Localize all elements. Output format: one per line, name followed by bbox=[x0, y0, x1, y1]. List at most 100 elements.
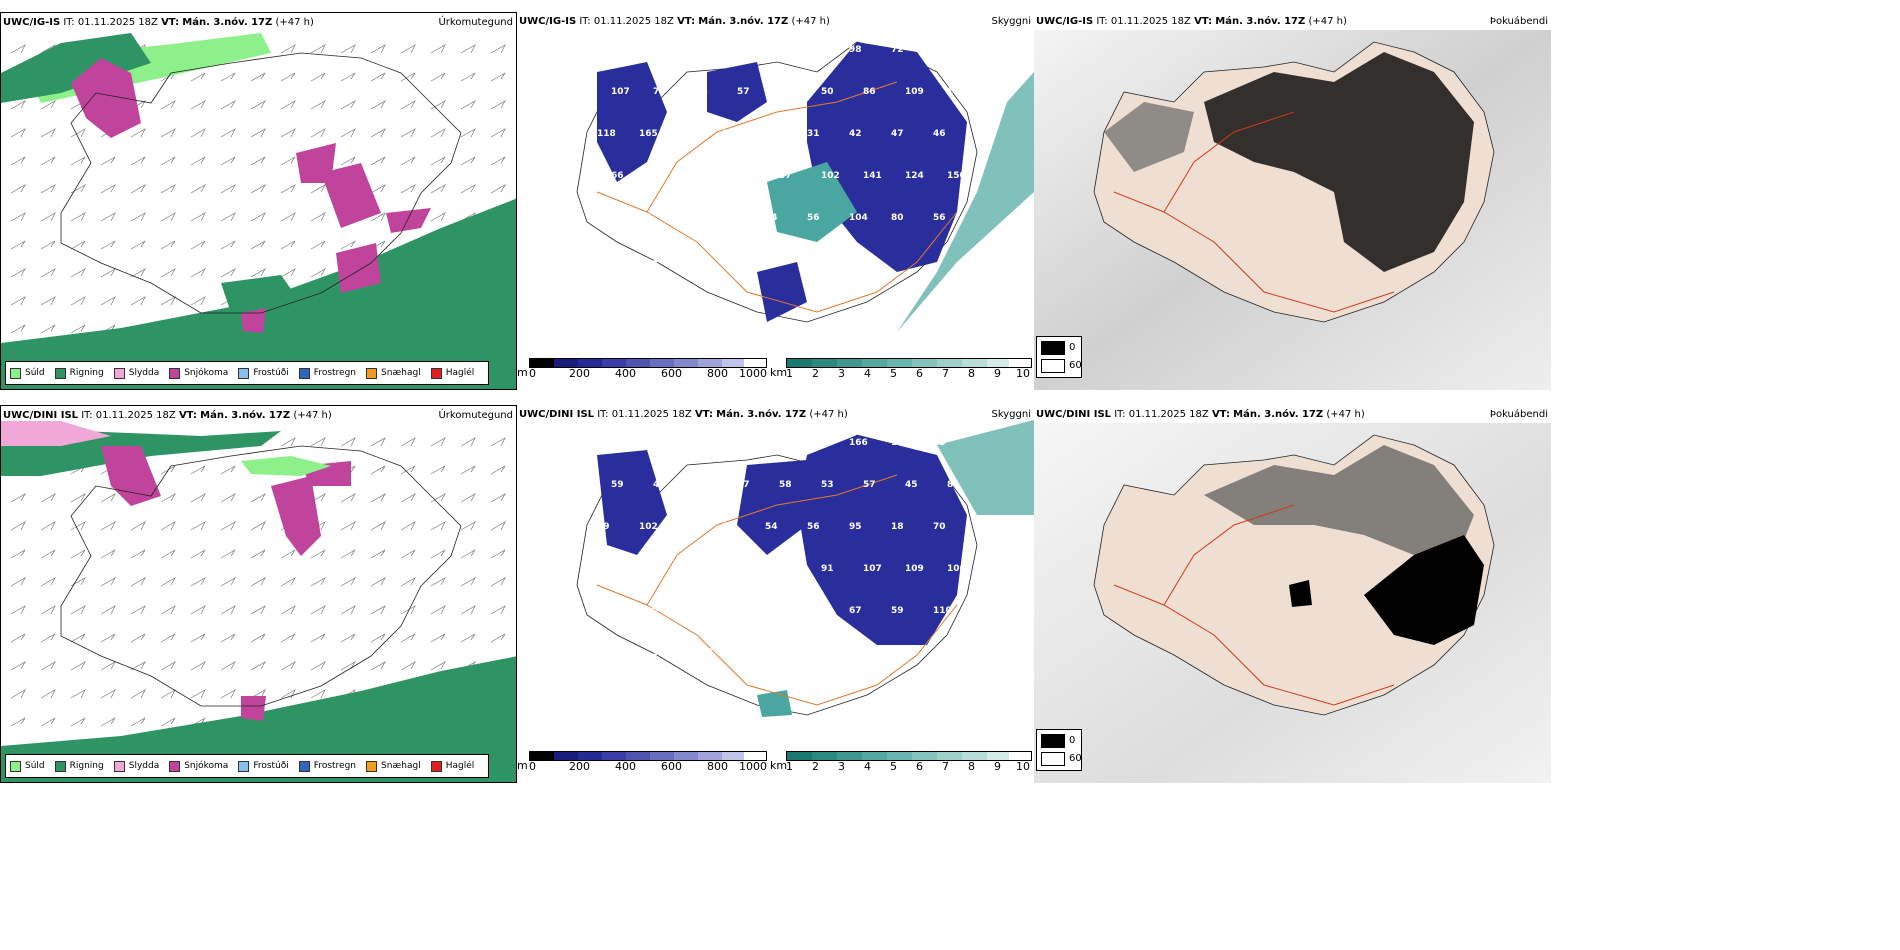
cloudbase-tick: 400 bbox=[615, 367, 636, 380]
wind-barb bbox=[430, 577, 446, 587]
wind-barb bbox=[220, 184, 236, 194]
cloud-base-label: 66 bbox=[611, 171, 624, 181]
panel-header: UWC/DINI ISL IT: 01.11.2025 18Z VT: Mán.… bbox=[519, 409, 848, 420]
wind-barb bbox=[130, 268, 146, 278]
wind-barb bbox=[70, 156, 86, 166]
visibility-tick: 1 bbox=[786, 760, 793, 773]
wind-barb bbox=[280, 661, 296, 671]
cloud-base-label: 75 bbox=[653, 87, 666, 97]
cloud-base-label: 46 bbox=[737, 564, 750, 574]
wind-barb bbox=[160, 549, 176, 559]
wind-barb bbox=[250, 605, 266, 615]
cloud-base-label: 47 bbox=[723, 45, 736, 55]
wind-barb bbox=[220, 212, 236, 222]
wind-barb bbox=[490, 437, 506, 447]
cloud-base-label: 53 bbox=[821, 480, 834, 490]
wind-barb bbox=[100, 296, 116, 306]
wind-barb bbox=[40, 577, 56, 587]
panel-header: UWC/DINI ISL IT: 01.11.2025 18Z VT: Mán.… bbox=[3, 410, 332, 421]
wind-barb bbox=[160, 577, 176, 587]
cloud-base-label: 42 bbox=[849, 129, 862, 139]
visibility-tick: 9 bbox=[994, 367, 1001, 380]
wind-barb bbox=[370, 493, 386, 503]
cloud-base-label: 107 bbox=[611, 87, 630, 97]
wind-barb bbox=[190, 184, 206, 194]
cloud-base-label: 56 bbox=[807, 213, 820, 223]
wind-barb bbox=[250, 268, 266, 278]
wind-barb bbox=[370, 465, 386, 475]
cloud-base-label: 107 bbox=[863, 564, 882, 574]
wind-barb bbox=[370, 44, 386, 54]
cloud-base-label: 69 bbox=[681, 213, 694, 223]
wind-barb bbox=[490, 633, 506, 643]
panel-title: Skyggni bbox=[991, 409, 1031, 420]
wind-barb bbox=[10, 296, 26, 306]
cloud-base-label: 59 bbox=[597, 522, 610, 532]
cloud-base-label: 88 bbox=[695, 564, 708, 574]
wind-barb bbox=[430, 44, 446, 54]
wind-barb bbox=[430, 100, 446, 110]
wind-barb bbox=[130, 689, 146, 699]
cloud-panel-row1: UWC/IG-IS IT: 01.11.2025 18Z VT: Mán. 3.… bbox=[517, 12, 1034, 390]
wind-barb bbox=[430, 661, 446, 671]
cloud-base-label: 47 bbox=[737, 480, 750, 490]
legend-item: Slydda bbox=[113, 367, 159, 379]
cloud-base-label: 101 bbox=[933, 45, 952, 55]
wind-barb bbox=[400, 633, 416, 643]
wind-barb bbox=[190, 296, 206, 306]
wind-barb bbox=[40, 184, 56, 194]
fog-area bbox=[1204, 445, 1474, 565]
cloud-base-label: 228 bbox=[779, 648, 798, 658]
legend-item: Súld bbox=[10, 760, 45, 772]
precip-type-panel-row1: UWC/IG-IS IT: 01.11.2025 18Z VT: Mán. 3.… bbox=[0, 12, 517, 390]
wind-barb bbox=[160, 296, 176, 306]
cloud-base-label: 58 bbox=[779, 480, 792, 490]
wind-barb bbox=[250, 72, 266, 82]
wind-barb bbox=[190, 212, 206, 222]
cloud-base-label: 44 bbox=[765, 606, 778, 616]
visibility-ramp bbox=[786, 751, 1032, 761]
wind-barb bbox=[250, 577, 266, 587]
legend-item: Haglél bbox=[430, 367, 474, 379]
wind-barb bbox=[340, 521, 356, 531]
cloud-base-label: 66 bbox=[597, 213, 610, 223]
wind-barb bbox=[370, 633, 386, 643]
wind-barb bbox=[220, 128, 236, 138]
wind-barb bbox=[100, 717, 116, 727]
cloud-base-label: 89 bbox=[723, 213, 736, 223]
wind-barb bbox=[370, 100, 386, 110]
visibility-tick: 3 bbox=[838, 760, 845, 773]
snow-area bbox=[241, 308, 266, 333]
cloud-labels: 250 105 100 92 167 109 166 164 55 59 48 44 47 58 53 57 4… bbox=[597, 438, 966, 658]
wind-barb bbox=[40, 240, 56, 250]
cloud-base-label: 124 bbox=[905, 171, 924, 181]
legend-swatch bbox=[366, 760, 378, 772]
wind-barb bbox=[250, 549, 266, 559]
fog-map bbox=[1034, 30, 1551, 390]
wind-barb bbox=[100, 240, 116, 250]
wind-barb bbox=[40, 296, 56, 306]
wind-barb bbox=[70, 661, 86, 671]
cloudbase-tick: 0 bbox=[529, 760, 536, 773]
wind-barb bbox=[310, 100, 326, 110]
cloud-base-label: 54 bbox=[821, 255, 834, 265]
wind-barb bbox=[250, 212, 266, 222]
wind-barb bbox=[430, 493, 446, 503]
cloud-base-label: 31 bbox=[807, 129, 820, 139]
wind-barb bbox=[160, 465, 176, 475]
wind-barb bbox=[490, 156, 506, 166]
cloudbase-ramp bbox=[529, 358, 767, 368]
cloud-base-label: 164 bbox=[891, 438, 910, 448]
wind-barb bbox=[340, 549, 356, 559]
wind-barb bbox=[490, 465, 506, 475]
fog-legend-row2: 0 60 bbox=[1036, 729, 1082, 771]
cloudbase-tick: 1000 bbox=[739, 367, 767, 380]
wind-barb bbox=[130, 549, 146, 559]
roads bbox=[596, 474, 958, 706]
wind-barb bbox=[100, 268, 116, 278]
cloudbase-ramp bbox=[529, 751, 767, 761]
wind-barb bbox=[160, 717, 176, 727]
cloud-base-label: 50 bbox=[821, 87, 834, 97]
cloud-base-label: 104 bbox=[849, 213, 868, 223]
cloud-base-label: 86 bbox=[653, 255, 666, 265]
